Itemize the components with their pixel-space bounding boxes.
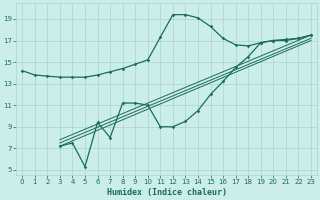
X-axis label: Humidex (Indice chaleur): Humidex (Indice chaleur) [107, 188, 227, 197]
